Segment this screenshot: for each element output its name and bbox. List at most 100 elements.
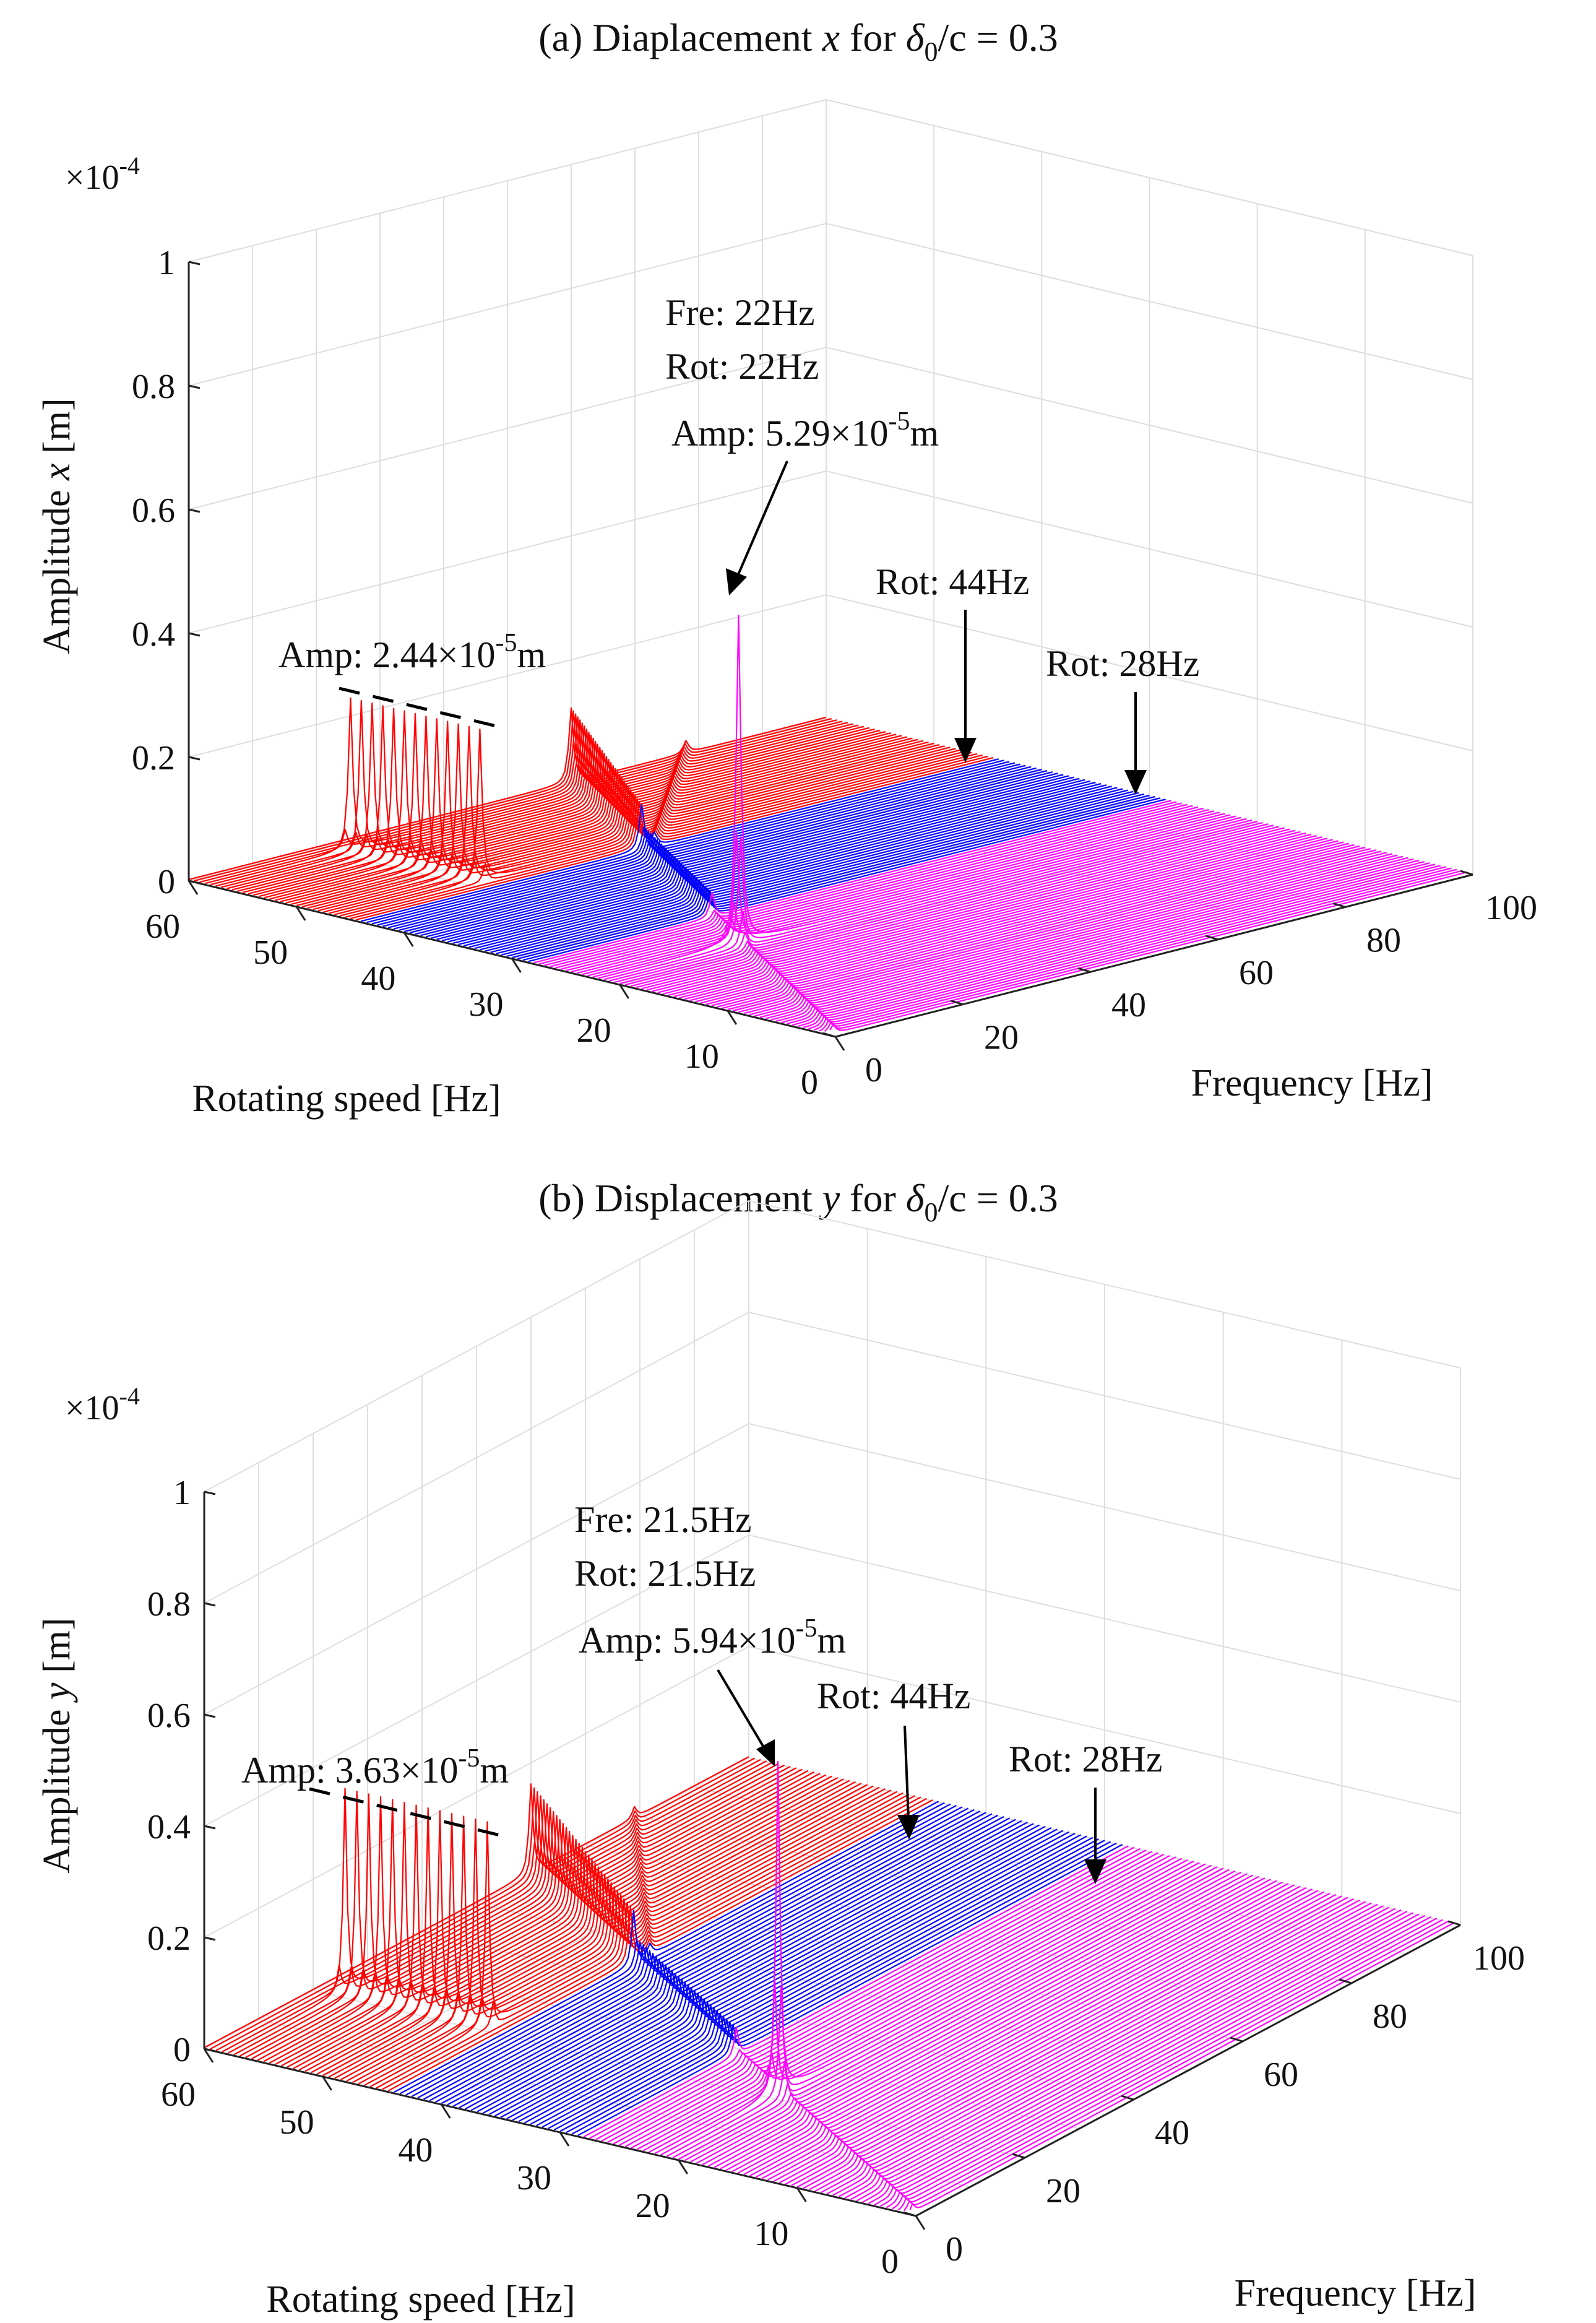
panel-b-trace-rot-32.5 bbox=[530, 1832, 1076, 2125]
panel-b-trace-rot-42 bbox=[417, 1806, 963, 2099]
panel-b-z-tick-3: 0.6 bbox=[147, 1697, 191, 1735]
panel-a-trace-rot-44.5 bbox=[355, 757, 994, 921]
panel-a-trace-rot-28.5 bbox=[528, 798, 1166, 963]
panel-b-speed-tick-mark bbox=[796, 2187, 807, 2202]
panel-a-trace-rot-46 bbox=[339, 729, 978, 917]
panel-b-trace-rot-23 bbox=[642, 1859, 1188, 2152]
panel-b-trace-rot-4 bbox=[868, 1912, 1413, 2204]
panel-b-freq-tick-mark bbox=[903, 2211, 917, 2217]
panel-b-trace-rot-51 bbox=[310, 1781, 856, 2074]
panel-a-z-tick-labels: 0 0.2 0.4 0.6 0.8 1 bbox=[132, 244, 175, 901]
panel-b-z-tick-mark bbox=[204, 1825, 216, 1830]
panel-b-trace-rot-30 bbox=[559, 1840, 1105, 2132]
panel-b-trace-rot-42.5 bbox=[411, 1804, 957, 2097]
panel-a-freq-tick-mark bbox=[1332, 902, 1346, 908]
panel-b-freq-tick-mark bbox=[1447, 1920, 1461, 1926]
panel-b-z-label: Amplitude y [m] bbox=[36, 1617, 78, 1873]
panel-a-trace-rot-31 bbox=[501, 792, 1139, 956]
panel-b-annotations: Fre: 21.5Hz Rot: 21.5Hz Amp: 5.94×10-5m … bbox=[241, 1499, 1162, 1884]
panel-a-trace-rot-30.5 bbox=[506, 793, 1145, 957]
panel-b-trace-rot-44 bbox=[394, 1801, 939, 2093]
panel-a-trace-rot-3.5 bbox=[797, 863, 1436, 1027]
panel-a-trace-rot-38 bbox=[425, 774, 1064, 938]
panel-b-trace-rot-33 bbox=[524, 1831, 1070, 2124]
panel-b-y-tick-3: 30 bbox=[517, 2159, 551, 2197]
panel-b-z-tick-mark bbox=[204, 1713, 216, 1718]
panel-a-trace-rot-45.5 bbox=[345, 754, 983, 918]
panel-a-sub-amp-label: Amp: 2.44×10-5m bbox=[278, 629, 546, 675]
panel-a-trace-rot-33 bbox=[479, 787, 1118, 951]
panel-a: (a) Diaplacement x for δ0/c = 0.3 0 0.2 … bbox=[36, 15, 1537, 1120]
panel-a-peak-arrowhead bbox=[726, 568, 747, 595]
panel-a-trace-rot-34.5 bbox=[463, 783, 1102, 947]
panel-a-rot44-label: Rot: 44Hz bbox=[876, 561, 1029, 602]
panel-b-trace-rot-48.5 bbox=[340, 1788, 886, 2080]
panel-a-trace-rot-44 bbox=[361, 758, 999, 922]
panel-a-grid-z bbox=[188, 98, 1473, 262]
panel-a-z-tick-2: 0.4 bbox=[132, 615, 175, 654]
panel-b-grid-z bbox=[204, 1311, 1461, 1604]
panel-a-x-tick-5: 100 bbox=[1485, 889, 1537, 927]
panel-a-trace-rot-54 bbox=[253, 707, 891, 896]
panel-b-x-tick-5: 100 bbox=[1473, 1939, 1525, 1978]
panel-b-grid-z bbox=[204, 1422, 1461, 1715]
panel-b-trace-rot-22.5 bbox=[649, 1860, 1194, 2153]
panel-b-trace-rot-53 bbox=[287, 1775, 832, 2068]
panel-b-trace-rot-5 bbox=[856, 1909, 1402, 2202]
panel-a-trace-rot-23.5 bbox=[582, 811, 1220, 975]
panel-a-trace-rot-10 bbox=[727, 846, 1366, 1011]
panel-b-trace-rot-36.5 bbox=[482, 1821, 1028, 2114]
panel-a-trace-rot-9 bbox=[738, 849, 1376, 1013]
panel-b-trace-rot-51.5 bbox=[304, 1780, 850, 2072]
panel-a-z-tick-mark bbox=[188, 508, 201, 513]
panel-a-grid-s bbox=[727, 230, 1366, 1011]
panel-b-trace-rot-28 bbox=[583, 1845, 1129, 2138]
panel-b-x-tick-3: 60 bbox=[1264, 2056, 1298, 2094]
panel-a-trace-rot-40 bbox=[404, 768, 1042, 933]
panel-b-trace-rot-40 bbox=[441, 1812, 986, 2105]
panel-b-trace-rot-55.5 bbox=[257, 1768, 803, 2061]
panel-b-z-tick-2: 0.4 bbox=[147, 1808, 191, 1846]
panel-b-rot44-label: Rot: 44Hz bbox=[817, 1676, 970, 1716]
panel-a-trace-rot-6 bbox=[770, 857, 1408, 1021]
panel-a-trace-rot-0.5 bbox=[829, 871, 1468, 1031]
panel-a-trace-rot-34 bbox=[468, 784, 1107, 948]
panel-b-speed-tick-mark bbox=[322, 2076, 332, 2091]
panel-b-trace-rot-11.5 bbox=[779, 1891, 1325, 2184]
panel-a-trace-rot-55 bbox=[242, 705, 881, 893]
panel-a-trace-rot-35 bbox=[458, 781, 1096, 946]
panel-b-y-tick-1: 10 bbox=[754, 2215, 788, 2253]
panel-a-trace-rot-5.5 bbox=[775, 858, 1414, 1022]
panel-b-trace-rot-10 bbox=[796, 1895, 1342, 2188]
panel-b-grid-s bbox=[559, 1284, 1105, 2133]
panel-a-trace-rot-41.5 bbox=[387, 764, 1026, 928]
panel-b-trace-rot-11 bbox=[785, 1892, 1331, 2185]
panel-a-trace-rot-41 bbox=[393, 766, 1032, 930]
panel-b-trace-rot-28.5 bbox=[577, 1843, 1123, 2136]
panel-a-y-tick-0: 0 bbox=[801, 1063, 818, 1102]
panel-a-z-tick-4: 0.8 bbox=[132, 368, 175, 406]
panel-b-trace-rot-7 bbox=[832, 1903, 1378, 2196]
panel-b-trace-rot-39 bbox=[452, 1814, 999, 2107]
panel-a-z-tick-1: 0.2 bbox=[132, 739, 175, 777]
panel-a-trace-rot-13.5 bbox=[689, 837, 1328, 1001]
panel-a-trace-rot-47 bbox=[329, 725, 967, 914]
panel-b-grid-s bbox=[322, 1229, 868, 2077]
panel-b-trace-rot-43.5 bbox=[399, 1802, 945, 2095]
panel-b-trace-rot-45 bbox=[381, 1797, 928, 2090]
panel-b-peak-amp-label: Amp: 5.94×10-5m bbox=[579, 1614, 846, 1661]
panel-b-trace-rot-34 bbox=[512, 1828, 1058, 2121]
panel-a-trace-rot-14.5 bbox=[679, 835, 1317, 999]
panel-b-trace-rot-15 bbox=[737, 1881, 1283, 2174]
panel-b-trace-rot-3.5 bbox=[874, 1913, 1420, 2206]
panel-b-trace-rot-29.5 bbox=[566, 1841, 1111, 2134]
panel-a-trace-rot-17 bbox=[652, 828, 1290, 992]
panel-b-trace-rot-35.5 bbox=[494, 1824, 1040, 2117]
panel-b-peak-rot-label: Rot: 21.5Hz bbox=[574, 1553, 756, 1594]
panel-b-trace-rot-58.5 bbox=[222, 1760, 767, 2053]
panel-a-trace-rot-7 bbox=[759, 854, 1398, 1018]
panel-a-trace-rot-46.5 bbox=[334, 751, 972, 915]
panel-b-trace-rot-20 bbox=[678, 1867, 1224, 2160]
panel-b-x-tick-2: 40 bbox=[1155, 2114, 1189, 2152]
